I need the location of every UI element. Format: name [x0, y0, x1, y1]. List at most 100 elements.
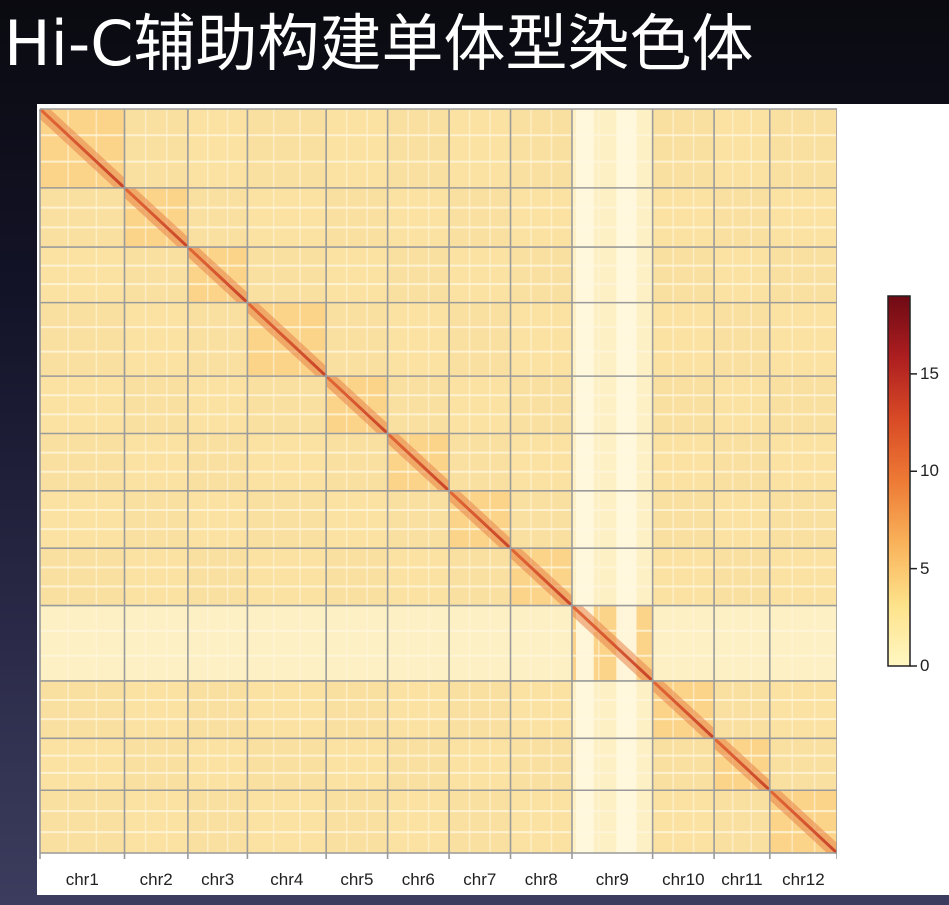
- colorbar-tick-label: 15: [920, 363, 939, 383]
- diagonal-line: [386, 432, 451, 492]
- offdiag-block: [187, 433, 248, 491]
- offdiag-block: [247, 109, 327, 188]
- colorbar-tick-label: 5: [920, 558, 930, 578]
- offdiag-block: [387, 548, 450, 606]
- offdiag-block: [187, 548, 248, 606]
- offdiag-block: [449, 187, 511, 248]
- offdiag-block: [769, 302, 837, 377]
- offdiag-block: [652, 790, 715, 853]
- offdiag-block: [40, 790, 125, 853]
- offdiag-block: [124, 738, 188, 791]
- offdiag-block: [187, 680, 248, 739]
- offdiag-block: [769, 738, 837, 791]
- offdiag-block: [652, 490, 715, 549]
- offdiag-block: [387, 790, 450, 853]
- offdiag-block: [40, 490, 125, 549]
- offdiag-block: [510, 490, 572, 549]
- chromosome-label: chr11: [721, 870, 763, 889]
- offdiag-block: [387, 605, 450, 681]
- offdiag-block: [652, 109, 715, 188]
- offdiag-block: [326, 790, 388, 853]
- hic-heatmap: [38, 107, 837, 859]
- offdiag-block: [652, 738, 715, 791]
- chromosome-label: chr3: [201, 870, 235, 889]
- chromosome-label: chr2: [139, 870, 173, 889]
- chromosome-label: chr5: [340, 870, 374, 889]
- diagonal-line: [38, 107, 126, 189]
- offdiag-block: [714, 790, 770, 853]
- diagonal-line: [570, 604, 654, 682]
- offdiag-block: [652, 302, 715, 377]
- offdiag-block: [387, 490, 450, 549]
- offdiag-block: [714, 605, 770, 681]
- offdiag-block: [40, 302, 125, 377]
- offdiag-block: [449, 605, 511, 681]
- offdiag-block: [714, 247, 770, 303]
- offdiag-block: [714, 548, 770, 606]
- offdiag-block: [714, 490, 770, 549]
- diagonal-line: [448, 489, 512, 550]
- offdiag-block: [187, 376, 248, 434]
- offdiag-block: [124, 109, 188, 188]
- offdiag-block: [124, 548, 188, 606]
- colorbar-tick-label: 10: [920, 461, 939, 481]
- offdiag-block: [449, 738, 511, 791]
- offdiag-block: [714, 187, 770, 248]
- offdiag-block: [510, 433, 572, 491]
- chromosome-label: chr9: [595, 870, 629, 889]
- diagonal-line: [246, 301, 328, 378]
- offdiag-block: [769, 376, 837, 434]
- offdiag-block: [449, 109, 511, 188]
- diagonal-line: [186, 245, 249, 304]
- offdiag-block: [40, 680, 125, 739]
- offdiag-block: [652, 548, 715, 606]
- offdiag-block: [326, 247, 388, 303]
- offdiag-block: [326, 680, 388, 739]
- offdiag-block: [187, 605, 248, 681]
- offdiag-block: [449, 548, 511, 606]
- offdiag-block: [187, 490, 248, 549]
- offdiag-block: [769, 247, 837, 303]
- offdiag-block: [387, 376, 450, 434]
- offdiag-block: [449, 302, 511, 377]
- offdiag-block: [510, 605, 572, 681]
- chromosome-label: chr1: [65, 870, 99, 889]
- offdiag-block: [124, 376, 188, 434]
- offdiag-block: [326, 433, 388, 491]
- offdiag-block: [124, 247, 188, 303]
- offdiag-block: [326, 548, 388, 606]
- offdiag-block: [387, 302, 450, 377]
- offdiag-block: [326, 490, 388, 549]
- offdiag-block: [326, 605, 388, 681]
- chromosome-label: chr7: [463, 870, 497, 889]
- offdiag-block: [40, 738, 125, 791]
- offdiag-block: [510, 790, 572, 853]
- offdiag-block: [187, 790, 248, 853]
- offdiag-block: [247, 605, 327, 681]
- offdiag-block: [769, 109, 837, 188]
- offdiag-block: [769, 187, 837, 248]
- offdiag-block: [714, 109, 770, 188]
- offdiag-block: [124, 605, 188, 681]
- offdiag-block: [326, 738, 388, 791]
- chr9-pale-band: [616, 109, 637, 853]
- offdiag-block: [714, 680, 770, 739]
- offdiag-block: [652, 433, 715, 491]
- offdiag-block: [387, 738, 450, 791]
- offdiag-block: [714, 376, 770, 434]
- offdiag-block: [124, 302, 188, 377]
- offdiag-block: [652, 187, 715, 248]
- offdiag-block: [387, 680, 450, 739]
- offdiag-block: [326, 187, 388, 248]
- offdiag-block: [510, 376, 572, 434]
- slide-title: Hi-C辅助构建单体型染色体: [4, 7, 754, 80]
- offdiag-block: [40, 376, 125, 434]
- offdiag-block: [187, 187, 248, 248]
- diagonal-line: [123, 186, 189, 249]
- offdiag-block: [40, 187, 125, 248]
- chromosome-label: chr8: [524, 870, 558, 889]
- diagonal-line: [768, 789, 837, 855]
- offdiag-block: [652, 247, 715, 303]
- offdiag-block: [510, 738, 572, 791]
- offdiag-block: [449, 680, 511, 739]
